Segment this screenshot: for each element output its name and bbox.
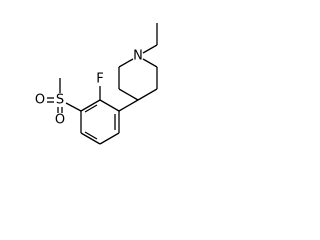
double-bond-inner [84,131,98,140]
bond [80,99,101,112]
bond [80,132,101,145]
bond [118,58,134,68]
bond [99,99,120,112]
bonds [47,23,158,145]
double-bond-inner [84,104,98,113]
atom-label: O [55,113,65,128]
bond [65,102,82,112]
bond [99,132,120,145]
bond [142,44,158,54]
atom-label: N [133,49,143,64]
atom-label: F [96,72,103,87]
bond [137,88,158,101]
bond [142,58,158,68]
atom-label: S [56,93,64,108]
atom-label: O [35,93,45,108]
bond [118,88,139,101]
bond [118,99,139,112]
molecule-diagram: N F S O O [35,23,158,145]
